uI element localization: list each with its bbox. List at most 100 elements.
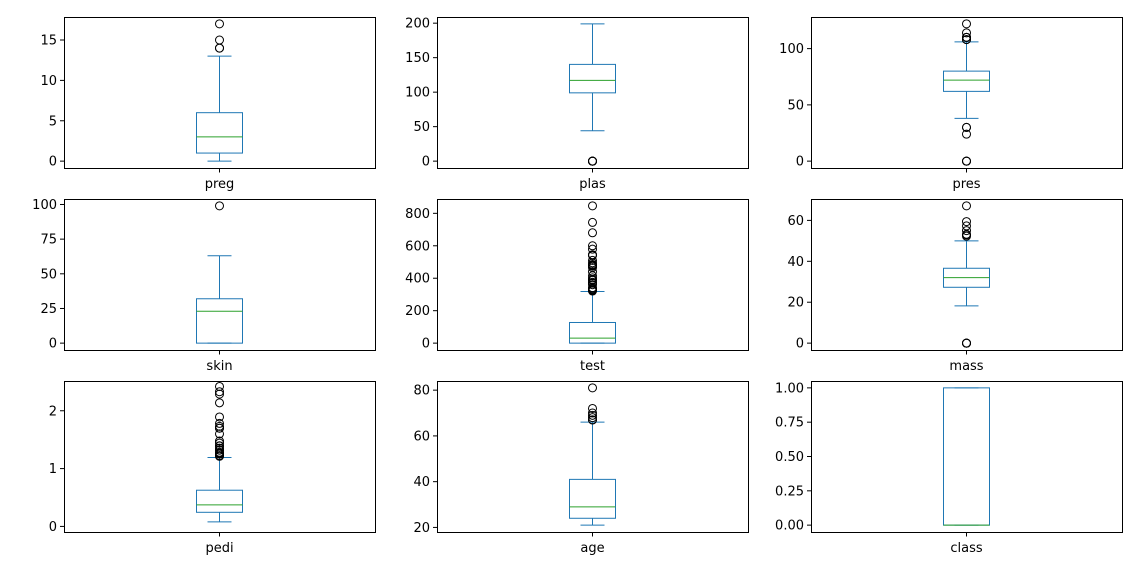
subplot-pres: 0 50 100 pres [779, 17, 1123, 192]
outlier-point [962, 338, 971, 348]
y-tick-label: 60 [413, 429, 430, 444]
x-tick-label: test [580, 359, 605, 374]
y-tick-label: 50 [413, 120, 430, 135]
outlier-point [215, 421, 224, 431]
iqr-box [569, 321, 616, 344]
y-tick-label: 2 [49, 404, 57, 419]
y-tick-label: 25 [40, 302, 57, 317]
outlier-point [588, 201, 597, 211]
y-tick-label: 0 [796, 155, 804, 170]
axes-frame [437, 199, 749, 351]
iqr-box [569, 478, 616, 519]
outlier-point [588, 217, 597, 227]
y-tick-label: 0.75 [775, 416, 804, 431]
y-tick-label: 40 [787, 255, 804, 270]
outlier-point [215, 418, 224, 428]
x-tick-label: plas [579, 177, 606, 192]
y-tick-label: 1 [49, 462, 57, 477]
subplot-pedi: 0 1 2 pedi [49, 381, 376, 556]
y-tick-label: 15 [40, 34, 57, 49]
y-tick-label: 40 [413, 475, 430, 490]
outlier-point [962, 156, 971, 166]
x-tick-label: pres [952, 177, 980, 192]
outlier-point [588, 410, 597, 420]
outlier-point [588, 403, 597, 413]
y-tick-label: 200 [405, 304, 430, 319]
outlier-point [962, 226, 971, 236]
outlier-point [215, 412, 224, 422]
outlier-point [215, 43, 224, 53]
subplot-class: 0.00 0.25 0.50 0.75 1.00 class [775, 381, 1123, 556]
y-tick-label: 0 [796, 337, 804, 352]
outlier-point [215, 447, 224, 457]
y-tick-label: 0.50 [775, 450, 804, 465]
outlier-point [588, 267, 597, 277]
iqr-box [196, 112, 243, 154]
outlier-point [962, 28, 971, 38]
outlier-point [588, 255, 597, 265]
outlier-point [962, 35, 971, 45]
outlier-point [588, 228, 597, 238]
y-tick-label: 1.00 [775, 381, 804, 396]
outlier-point [588, 383, 597, 393]
y-tick-label: 0 [49, 520, 57, 535]
y-tick-label: 200 [405, 17, 430, 32]
y-tick-label: 20 [787, 296, 804, 311]
y-tick-label: 0.25 [775, 484, 804, 499]
iqr-box [196, 298, 243, 344]
outlier-point [215, 387, 224, 397]
subplot-plas: 0 50 100 150 200 plas [405, 17, 749, 192]
outlier-point [215, 441, 224, 451]
outlier-point [962, 201, 971, 211]
y-tick-label: 600 [405, 239, 430, 254]
x-tick-label: class [950, 541, 982, 556]
outlier-point [962, 221, 971, 231]
y-tick-label: 0.00 [775, 519, 804, 534]
outlier-point [588, 413, 597, 423]
x-tick-label: mass [949, 359, 983, 374]
y-tick-label: 0 [49, 337, 57, 352]
outlier-point [588, 241, 597, 251]
iqr-box [196, 489, 243, 513]
x-tick-label: age [580, 541, 604, 556]
y-tick-label: 75 [40, 233, 57, 248]
outlier-point [962, 19, 971, 29]
y-tick-label: 800 [405, 207, 430, 222]
iqr-box [569, 63, 616, 94]
outlier-point [588, 244, 597, 254]
outlier-point [215, 423, 224, 433]
y-tick-label: 400 [405, 272, 430, 287]
subplot-mass: 0 20 40 60 mass [787, 199, 1123, 374]
outlier-point [962, 122, 971, 132]
y-tick-label: 20 [413, 521, 430, 536]
iqr-box [943, 387, 990, 526]
outlier-point [588, 156, 597, 166]
x-tick-label: skin [206, 359, 232, 374]
outlier-point [215, 381, 224, 391]
outlier-point [588, 408, 597, 418]
y-tick-label: 0 [49, 155, 57, 170]
outlier-point [588, 415, 597, 425]
outlier-point [962, 217, 971, 227]
iqr-box [943, 70, 990, 92]
outlier-point [962, 32, 971, 42]
subplot-age: 20 40 60 80 age [413, 381, 749, 556]
axes-frame [811, 381, 1123, 533]
y-tick-label: 5 [49, 114, 57, 129]
outlier-point [962, 129, 971, 139]
outlier-point [215, 436, 224, 446]
outlier-point [215, 398, 224, 408]
outlier-point [588, 273, 597, 283]
y-tick-label: 100 [405, 86, 430, 101]
outlier-point [215, 19, 224, 29]
x-tick-label: preg [205, 177, 235, 192]
y-tick-label: 50 [40, 267, 57, 282]
y-tick-label: 10 [40, 74, 57, 89]
x-tick-label: pedi [205, 541, 233, 556]
outlier-point [588, 250, 597, 260]
y-tick-label: 60 [787, 214, 804, 229]
y-tick-label: 100 [779, 42, 804, 57]
y-tick-label: 0 [422, 155, 430, 170]
outlier-point [215, 201, 224, 211]
